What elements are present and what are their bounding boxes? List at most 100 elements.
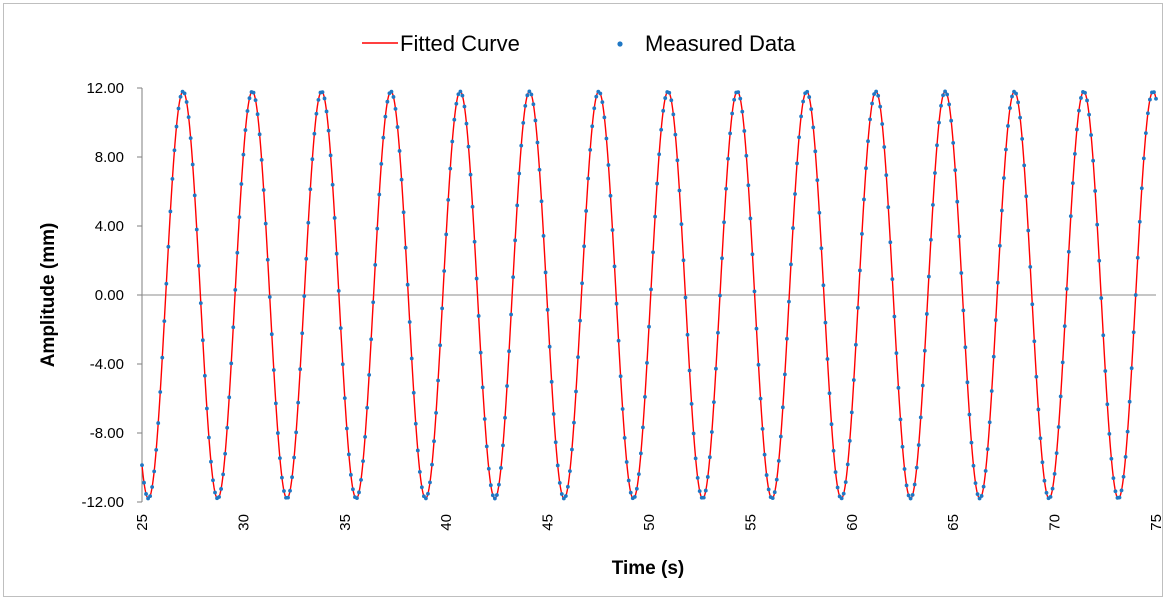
measured-data-point xyxy=(926,274,931,279)
measured-data-point xyxy=(168,209,173,214)
measured-data-point xyxy=(884,173,889,178)
measured-data-point xyxy=(610,228,615,232)
measured-data-point xyxy=(170,177,175,181)
measured-data-point xyxy=(245,109,250,113)
measured-data-point xyxy=(594,94,599,99)
measured-data-point xyxy=(484,444,489,449)
measured-data-point xyxy=(158,390,163,394)
measured-data-point xyxy=(1125,429,1130,434)
measured-data-point xyxy=(651,250,655,255)
measured-data-point xyxy=(823,320,828,325)
measured-data-point xyxy=(1097,258,1102,263)
measured-data-point xyxy=(649,287,653,292)
measured-data-point xyxy=(1052,471,1057,476)
measured-data-point xyxy=(217,495,221,499)
measured-data-point xyxy=(1095,222,1100,227)
measured-data-point xyxy=(290,475,294,480)
measured-data-point xyxy=(454,101,459,106)
measured-data-point xyxy=(1143,131,1148,136)
measured-data-point xyxy=(764,473,769,477)
measured-data-point xyxy=(746,183,751,188)
y-tick-label: -12.00 xyxy=(81,494,124,511)
measured-data-point xyxy=(559,492,564,496)
measured-data-point xyxy=(1111,476,1116,480)
measured-data-point xyxy=(300,331,305,336)
measured-data-point xyxy=(312,131,317,136)
chart-frame xyxy=(3,3,1163,597)
measured-data-point xyxy=(557,481,562,485)
measured-data-point xyxy=(807,95,812,99)
measured-data-point xyxy=(263,221,268,226)
measured-data-point xyxy=(255,112,260,117)
measured-data-point xyxy=(415,448,420,453)
measured-data-point xyxy=(344,426,349,431)
measured-data-point xyxy=(278,456,282,460)
measured-data-point xyxy=(890,277,895,282)
measured-data-point xyxy=(1109,456,1114,461)
y-tick-label: 12.00 xyxy=(86,80,124,97)
measured-data-point xyxy=(825,357,830,361)
measured-data-point xyxy=(943,89,947,94)
measured-data-point xyxy=(1036,407,1041,412)
measured-data-point xyxy=(391,95,396,99)
measured-data-point xyxy=(1054,451,1059,455)
measured-data-point xyxy=(1152,90,1156,95)
measured-data-point xyxy=(1030,302,1035,307)
measured-data-point xyxy=(760,427,765,431)
measured-data-point xyxy=(490,493,495,498)
measured-data-point xyxy=(975,492,980,497)
measured-data-point xyxy=(348,472,353,477)
measured-data-point xyxy=(636,472,641,477)
measured-data-point xyxy=(659,127,664,132)
measured-data-point xyxy=(1060,360,1065,365)
measured-data-point xyxy=(219,487,223,491)
measured-data-point xyxy=(209,459,213,464)
measured-data-point xyxy=(819,246,824,251)
measured-data-point xyxy=(750,252,755,257)
measured-data-point xyxy=(906,493,911,498)
measured-data-point xyxy=(251,90,256,95)
measured-data-point xyxy=(172,148,177,153)
measured-data-point xyxy=(507,349,511,354)
measured-data-point xyxy=(963,345,968,350)
measured-data-point xyxy=(604,136,609,141)
measured-data-point xyxy=(677,188,682,193)
measured-data-point xyxy=(182,91,187,96)
measured-data-point xyxy=(931,203,935,207)
measured-data-point xyxy=(738,96,743,101)
legend-measured-data-swatch xyxy=(617,41,623,47)
measured-data-point xyxy=(997,243,1002,248)
measured-data-point xyxy=(1085,98,1089,103)
measured-data-point xyxy=(1137,219,1142,224)
measured-data-point xyxy=(667,90,672,95)
measured-data-point xyxy=(525,93,530,98)
measured-data-point xyxy=(200,338,205,343)
measured-data-point xyxy=(1044,490,1049,495)
measured-data-point xyxy=(778,434,783,439)
measured-data-point xyxy=(456,92,461,97)
measured-data-point xyxy=(535,140,540,145)
measured-data-point xyxy=(389,89,394,94)
measured-data-point xyxy=(602,115,607,120)
measured-data-point xyxy=(302,294,307,298)
measured-data-point xyxy=(791,226,795,230)
measured-data-point xyxy=(1107,431,1112,436)
measured-data-point xyxy=(894,351,899,356)
measured-data-point xyxy=(647,324,651,329)
measured-data-point xyxy=(624,460,629,464)
measured-data-point xyxy=(563,494,568,498)
measured-data-point xyxy=(793,192,797,196)
measured-data-point xyxy=(509,312,513,317)
measured-data-point xyxy=(326,128,331,133)
measured-data-point xyxy=(316,97,321,102)
measured-data-point xyxy=(280,475,284,480)
measured-data-point xyxy=(774,477,779,482)
measured-data-point xyxy=(718,293,722,298)
measured-data-point xyxy=(1123,454,1128,459)
measured-data-point xyxy=(428,480,432,485)
measured-data-point xyxy=(355,496,359,501)
measured-data-point xyxy=(908,496,913,501)
measured-data-point xyxy=(979,494,984,498)
series-measured-data xyxy=(140,89,1158,501)
measured-data-point xyxy=(1062,324,1067,329)
